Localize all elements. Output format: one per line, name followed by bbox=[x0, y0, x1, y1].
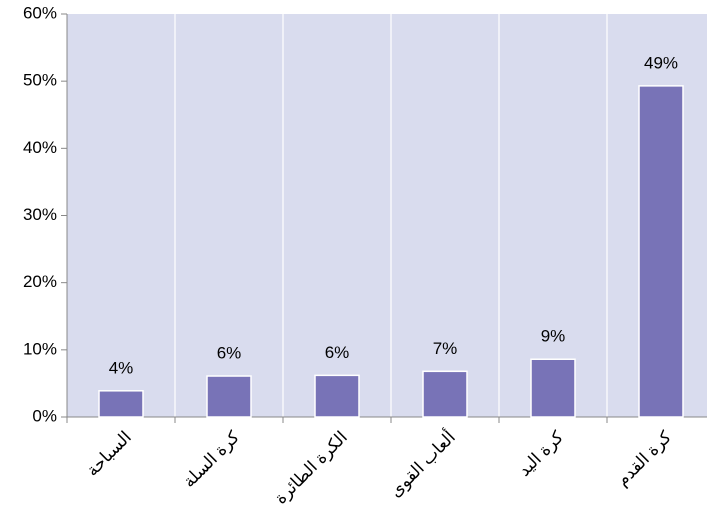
x-tick-label: ألعاب القوى bbox=[384, 426, 459, 501]
x-tick-label: كرة السلة bbox=[179, 427, 243, 491]
data-label: 6% bbox=[325, 343, 350, 362]
y-tick-label: 40% bbox=[23, 138, 57, 157]
y-tick-label: 20% bbox=[23, 272, 57, 291]
bar bbox=[638, 85, 684, 418]
plot-area bbox=[67, 14, 707, 417]
x-tick-label: كرة القدم bbox=[613, 427, 676, 490]
bar bbox=[98, 390, 144, 418]
x-tick-label: الكرة الطائرة bbox=[271, 428, 351, 508]
data-label: 6% bbox=[217, 344, 242, 363]
x-tick-label: السباحة bbox=[83, 428, 135, 480]
y-tick-label: 10% bbox=[23, 339, 57, 358]
bar bbox=[206, 375, 252, 418]
bar bbox=[530, 358, 576, 418]
bar bbox=[422, 370, 468, 418]
data-label: 49% bbox=[644, 53, 678, 72]
y-tick-label: 60% bbox=[23, 3, 57, 22]
data-label: 4% bbox=[109, 358, 134, 377]
y-tick-label: 0% bbox=[32, 406, 57, 425]
y-tick-label: 30% bbox=[23, 205, 57, 224]
bar bbox=[314, 374, 360, 418]
data-label: 9% bbox=[541, 327, 566, 346]
x-tick-label: كرة اليد bbox=[515, 427, 568, 480]
data-label: 7% bbox=[433, 339, 458, 358]
y-tick-label: 50% bbox=[23, 71, 57, 90]
